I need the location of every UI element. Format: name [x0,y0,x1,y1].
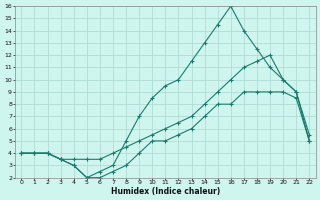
X-axis label: Humidex (Indice chaleur): Humidex (Indice chaleur) [111,187,220,196]
